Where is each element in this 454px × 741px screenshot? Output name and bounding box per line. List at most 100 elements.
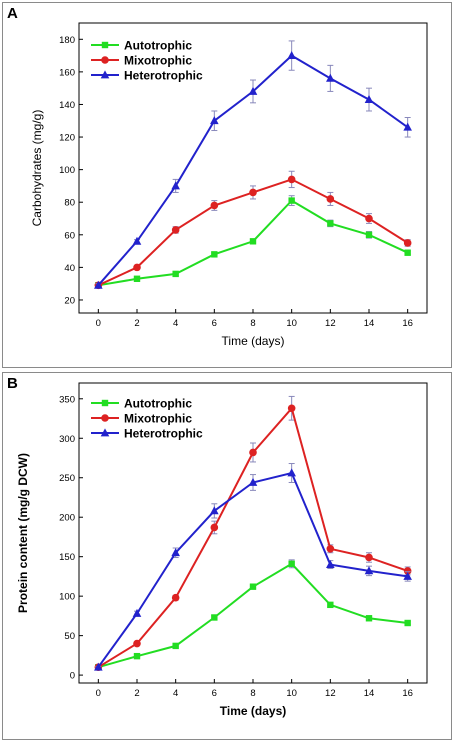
legend-marker-heterotrophic bbox=[100, 428, 110, 437]
legend-label-heterotrophic: Heterotrophic bbox=[124, 69, 203, 83]
x-tick-label: 2 bbox=[134, 688, 139, 699]
y-tick-label: 150 bbox=[59, 552, 75, 563]
legend-marker-autotrophic bbox=[101, 399, 109, 407]
chart-panel-a: A 0 2 4 6 8 10 12 14 16 20 40 60 80 100 120 140 160 180 Ti… bbox=[2, 2, 452, 368]
mixotrophic-data-point bbox=[326, 195, 335, 203]
mixotrophic-data-point bbox=[210, 523, 219, 532]
y-tick-label: 140 bbox=[59, 100, 75, 111]
autotrophic-data-point bbox=[327, 220, 334, 227]
y-tick-label: 200 bbox=[59, 513, 75, 524]
heterotrophic-data-point bbox=[326, 559, 335, 568]
legend-marker-mixotrophic bbox=[101, 56, 109, 64]
y-tick-label: 80 bbox=[64, 198, 75, 209]
chart-panel-b: B 0 2 4 6 8 10 12 14 16 0 50 100 150 200 250 300 350 Time… bbox=[2, 372, 452, 740]
legend-label-autotrophic: Autotrophic bbox=[124, 39, 192, 53]
heterotrophic-data-point bbox=[364, 94, 374, 103]
y-axis-title: Protein content (mg/g DCW) bbox=[16, 453, 30, 613]
mixotrophic-data-point bbox=[210, 201, 219, 210]
y-tick-label: 160 bbox=[59, 67, 75, 78]
autotrophic-data-point bbox=[172, 270, 179, 278]
autotrophic-data-point bbox=[211, 251, 218, 258]
autotrophic-data-point bbox=[249, 238, 257, 245]
legend-label-mixotrophic: Mixotrophic bbox=[124, 412, 192, 426]
heterotrophic-series-line bbox=[97, 471, 408, 668]
y-tick-label: 250 bbox=[59, 473, 75, 484]
y-tick-label: 100 bbox=[59, 592, 75, 603]
heterotrophic-data-point bbox=[248, 477, 258, 486]
x-tick-label: 4 bbox=[173, 688, 178, 699]
panel-label-b: B bbox=[7, 375, 18, 392]
x-tick-label: 2 bbox=[134, 318, 139, 329]
x-tick-label: 4 bbox=[173, 318, 178, 329]
x-axis-title: Time (days) bbox=[222, 334, 285, 348]
autotrophic-data-point bbox=[133, 275, 141, 282]
heterotrophic-data-point bbox=[94, 280, 103, 289]
autotrophic-data-point bbox=[249, 583, 257, 590]
heterotrophic-data-point bbox=[403, 122, 412, 131]
x-tick-label: 10 bbox=[286, 318, 297, 329]
autotrophic-data-point bbox=[211, 614, 218, 621]
mixotrophic-data-point bbox=[403, 567, 412, 575]
y-tick-label: 300 bbox=[59, 434, 75, 445]
legend-label-heterotrophic: Heterotrophic bbox=[124, 427, 203, 441]
mixotrophic-data-point bbox=[171, 593, 180, 602]
heterotrophic-data-point bbox=[132, 236, 142, 245]
mixotrophic-data-point bbox=[171, 226, 180, 234]
autotrophic-data-point bbox=[172, 642, 179, 650]
y-tick-label: 20 bbox=[64, 295, 75, 306]
y-tick-label: 180 bbox=[59, 35, 75, 46]
x-tick-label: 12 bbox=[325, 688, 336, 699]
autotrophic-data-point bbox=[365, 615, 373, 622]
autotrophic-data-point bbox=[404, 619, 411, 627]
autotrophic-data-point bbox=[288, 560, 295, 567]
heterotrophic-data-point bbox=[403, 571, 412, 580]
legend-marker-heterotrophic bbox=[100, 70, 110, 79]
legend-label-autotrophic: Autotrophic bbox=[124, 397, 192, 411]
autotrophic-data-point bbox=[365, 231, 373, 238]
carbohydrates-chart: 0 2 4 6 8 10 12 14 16 20 40 60 80 100 120 140 160 180 Time… bbox=[30, 22, 428, 348]
y-tick-label: 120 bbox=[59, 133, 75, 144]
y-tick-label: 100 bbox=[59, 165, 75, 176]
mixotrophic-data-point bbox=[365, 214, 373, 223]
x-tick-label: 14 bbox=[364, 688, 375, 699]
x-tick-label: 6 bbox=[212, 688, 217, 699]
mixotrophic-data-point bbox=[326, 544, 335, 553]
heterotrophic-data-point bbox=[210, 116, 219, 125]
legend-marker-autotrophic bbox=[101, 41, 109, 49]
heterotrophic-data-point bbox=[248, 86, 258, 95]
y-tick-label: 350 bbox=[59, 394, 75, 405]
autotrophic-data-point bbox=[404, 249, 411, 256]
autotrophic-data-point bbox=[133, 652, 141, 660]
x-tick-label: 8 bbox=[250, 688, 255, 699]
x-tick-label: 16 bbox=[402, 688, 413, 699]
heterotrophic-data-point bbox=[364, 566, 374, 575]
mixotrophic-data-point bbox=[287, 175, 296, 184]
mixotrophic-data-point bbox=[133, 263, 141, 272]
x-tick-label: 10 bbox=[286, 688, 297, 699]
heterotrophic-data-point bbox=[94, 662, 103, 671]
legend-label-mixotrophic: Mixotrophic bbox=[124, 54, 192, 68]
x-tick-label: 16 bbox=[402, 318, 413, 329]
legend-marker-mixotrophic bbox=[101, 414, 109, 422]
y-tick-label: 60 bbox=[64, 230, 75, 241]
autotrophic-data-point bbox=[327, 601, 334, 609]
heterotrophic-data-point bbox=[171, 181, 180, 190]
mixotrophic-data-point bbox=[249, 188, 257, 197]
x-tick-label: 12 bbox=[325, 318, 336, 329]
x-tick-label: 6 bbox=[212, 318, 217, 329]
y-tick-label: 0 bbox=[70, 671, 75, 682]
heterotrophic-data-point bbox=[132, 608, 142, 617]
mixotrophic-data-point bbox=[287, 404, 296, 413]
y-tick-label: 40 bbox=[64, 263, 75, 274]
autotrophic-series-line bbox=[98, 562, 408, 669]
mixotrophic-data-point bbox=[403, 239, 412, 247]
autotrophic-data-point bbox=[288, 197, 295, 204]
mixotrophic-data-point bbox=[365, 553, 373, 562]
x-tick-label: 0 bbox=[96, 688, 101, 699]
y-tick-label: 50 bbox=[64, 631, 75, 642]
heterotrophic-data-point bbox=[326, 73, 335, 82]
heterotrophic-data-point bbox=[287, 50, 296, 59]
x-tick-label: 0 bbox=[96, 318, 101, 329]
panel-label-a: A bbox=[7, 5, 18, 22]
protein-chart: 0 2 4 6 8 10 12 14 16 0 50 100 150 200 250 300 350 Time (… bbox=[16, 382, 428, 718]
